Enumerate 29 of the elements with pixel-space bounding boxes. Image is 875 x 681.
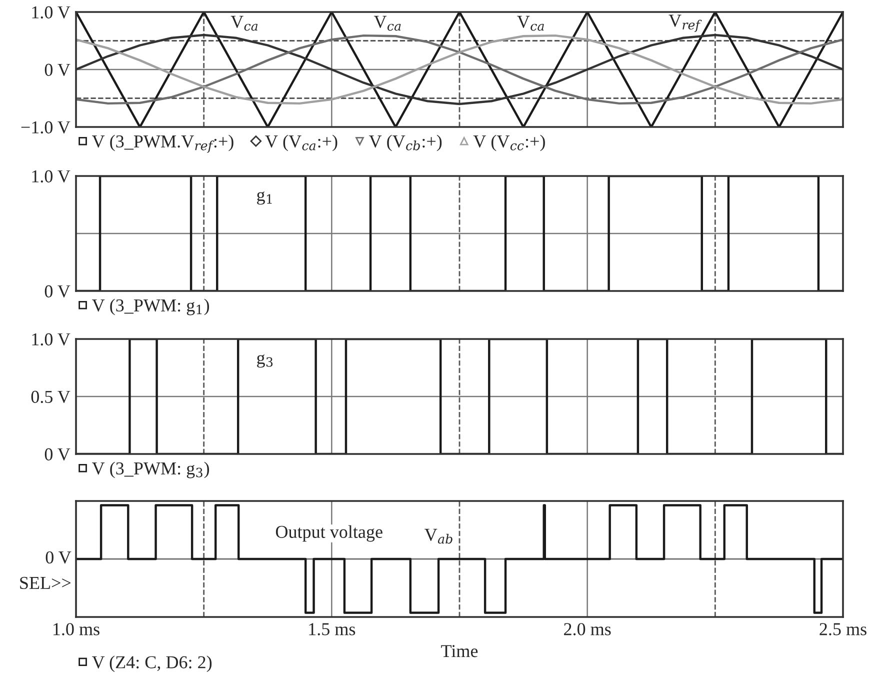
x-tick-label: 2.5 ms bbox=[820, 623, 866, 636]
annotation: Output voltage bbox=[276, 525, 382, 542]
y-tick-label: 0 V bbox=[44, 285, 70, 298]
y-tick-label: 0 V bbox=[44, 64, 70, 76]
annotation: V$_{ca}$ bbox=[517, 16, 544, 31]
annotation: g$_{3}$ bbox=[257, 354, 273, 368]
text: SEL>> bbox=[20, 576, 71, 590]
annotation: V$_{ca}$ bbox=[374, 16, 401, 31]
legend-label: V (3_PWM: g$_{1}$) bbox=[92, 298, 210, 316]
annotation: g$_{1}$ bbox=[257, 192, 272, 205]
x-tick-label: 2.0 ms bbox=[564, 623, 611, 636]
y-tick-label: 0 V bbox=[44, 448, 70, 461]
y-tick-label: 0.5 V bbox=[31, 390, 70, 404]
x-axis-title: Time bbox=[441, 645, 478, 658]
y-tick-label: 1.0 V bbox=[32, 333, 70, 346]
legend-label: V (V$_{cb}$:+) bbox=[368, 134, 442, 152]
legend-label: V (Z4: C, D6: 2) bbox=[92, 656, 212, 672]
legend-label: V (3_PWM.V$_{ref}$:+) bbox=[92, 134, 234, 153]
legend-label: V (V$_{ca}$:+) bbox=[265, 134, 338, 152]
y-tick-label: 1.0 V bbox=[32, 6, 70, 19]
y-tick-label: 1.0 V bbox=[32, 170, 70, 183]
annotation: V$_{ab}$ bbox=[424, 528, 452, 544]
annotation: V$_{ref}$ bbox=[668, 14, 702, 32]
x-tick-label: 1.5 ms bbox=[309, 623, 356, 636]
legend-label: V (3_PWM: g$_{3}$) bbox=[92, 462, 210, 478]
y-tick-label: −1.0 V bbox=[21, 121, 70, 134]
x-tick-label: 1.0 ms bbox=[54, 623, 100, 636]
legend-label: V (V$_{cc}$:+) bbox=[473, 134, 545, 152]
annotation: V$_{ca}$ bbox=[230, 16, 258, 31]
